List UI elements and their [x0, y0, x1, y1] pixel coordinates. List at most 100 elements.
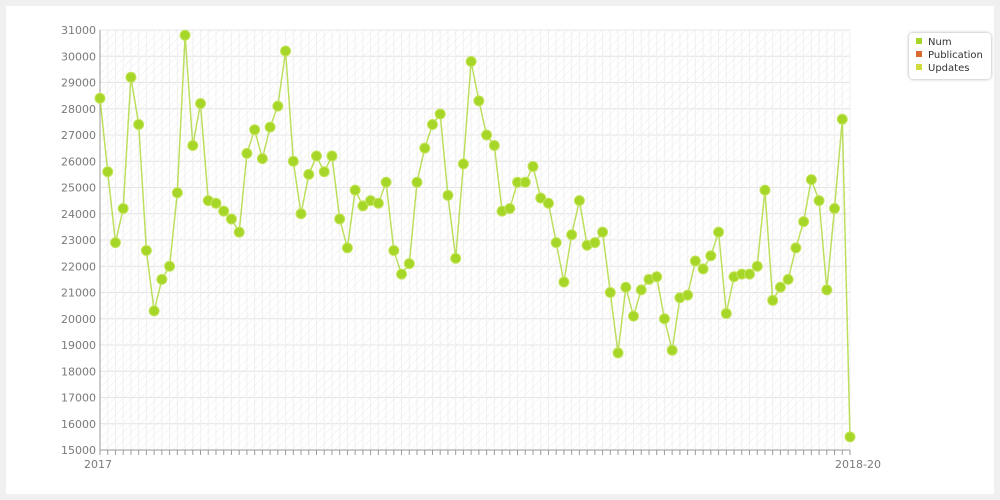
data-point[interactable] — [535, 192, 547, 204]
data-point[interactable] — [666, 344, 678, 356]
data-point[interactable] — [187, 140, 199, 151]
data-point[interactable] — [233, 226, 245, 238]
data-point[interactable] — [303, 168, 315, 180]
data-point[interactable] — [140, 245, 152, 256]
data-point[interactable] — [720, 308, 732, 319]
y-tick-label: 15000 — [61, 444, 96, 457]
data-point[interactable] — [790, 242, 802, 254]
data-point[interactable] — [264, 121, 276, 133]
data-point[interactable] — [573, 195, 585, 207]
data-point[interactable] — [813, 195, 825, 207]
data-point[interactable] — [628, 310, 640, 322]
data-point[interactable] — [651, 271, 663, 283]
data-point[interactable] — [109, 237, 121, 249]
data-point[interactable] — [457, 158, 469, 170]
data-point[interactable] — [519, 176, 531, 188]
data-point[interactable] — [156, 273, 168, 285]
data-point[interactable] — [164, 260, 176, 272]
data-point[interactable] — [558, 276, 570, 288]
y-tick-label: 30000 — [61, 50, 96, 63]
data-point[interactable] — [821, 284, 833, 296]
data-point[interactable] — [442, 189, 454, 201]
data-point[interactable] — [836, 113, 848, 125]
data-point[interactable] — [419, 142, 431, 154]
data-point[interactable] — [473, 95, 485, 107]
data-point[interactable] — [844, 431, 856, 443]
data-point[interactable] — [713, 226, 725, 238]
y-tick-label: 22000 — [61, 260, 96, 273]
data-point[interactable] — [759, 184, 771, 196]
data-point[interactable] — [249, 124, 261, 136]
data-point[interactable] — [256, 153, 268, 165]
data-point[interactable] — [388, 245, 400, 256]
data-point[interactable] — [743, 268, 755, 280]
data-point[interactable] — [751, 260, 763, 272]
data-point[interactable] — [357, 200, 369, 212]
data-point[interactable] — [566, 229, 578, 241]
data-point[interactable] — [805, 174, 817, 186]
data-point[interactable] — [697, 263, 709, 275]
data-point[interactable] — [689, 255, 701, 267]
data-point[interactable] — [179, 29, 191, 41]
data-point[interactable] — [310, 150, 322, 162]
data-point[interactable] — [589, 237, 601, 249]
data-point[interactable] — [411, 176, 423, 188]
x-tick-label-first: 2017 — [84, 458, 112, 471]
y-tick-label: 18000 — [61, 365, 96, 378]
data-point[interactable] — [481, 129, 493, 141]
data-point[interactable] — [349, 184, 361, 196]
data-point[interactable] — [798, 216, 810, 228]
data-point[interactable] — [612, 347, 624, 359]
data-point[interactable] — [102, 166, 114, 178]
data-point[interactable] — [829, 203, 841, 214]
data-point[interactable] — [635, 284, 647, 296]
data-point[interactable] — [620, 281, 632, 293]
data-point[interactable] — [125, 71, 137, 83]
data-point[interactable] — [396, 268, 408, 280]
data-point[interactable] — [341, 242, 353, 254]
legend-item-updates[interactable]: Updates — [916, 63, 969, 75]
data-point[interactable] — [527, 161, 539, 172]
data-point[interactable] — [287, 155, 299, 167]
legend-swatch-num — [916, 38, 922, 44]
data-point[interactable] — [782, 273, 794, 285]
data-point[interactable] — [426, 119, 438, 130]
data-point[interactable] — [326, 150, 338, 162]
data-point[interactable] — [334, 213, 346, 225]
data-point[interactable] — [604, 287, 616, 298]
data-point[interactable] — [705, 250, 717, 262]
data-point[interactable] — [210, 197, 222, 209]
data-point[interactable] — [295, 208, 307, 220]
y-tick-label: 25000 — [61, 182, 96, 195]
data-point[interactable] — [550, 237, 562, 249]
data-point[interactable] — [318, 166, 330, 178]
data-point[interactable] — [218, 205, 230, 217]
data-point[interactable] — [488, 140, 500, 151]
data-point[interactable] — [434, 108, 446, 120]
data-point[interactable] — [148, 305, 160, 317]
data-point[interactable] — [171, 187, 183, 199]
legend-item-num[interactable]: Num — [916, 37, 952, 49]
series-num — [94, 29, 856, 443]
data-point[interactable] — [133, 119, 145, 130]
data-point[interactable] — [597, 226, 609, 238]
data-point[interactable] — [774, 281, 786, 293]
data-point[interactable] — [195, 98, 207, 109]
data-point[interactable] — [658, 313, 670, 325]
data-point[interactable] — [767, 294, 779, 306]
data-point[interactable] — [225, 213, 237, 225]
data-point[interactable] — [403, 258, 415, 270]
data-point[interactable] — [272, 100, 284, 112]
data-point[interactable] — [450, 252, 462, 264]
data-point[interactable] — [504, 203, 516, 214]
data-point[interactable] — [542, 197, 554, 209]
data-point[interactable] — [117, 203, 129, 214]
data-point[interactable] — [682, 289, 694, 301]
legend-item-publication[interactable]: Publication — [916, 50, 983, 62]
data-point[interactable] — [94, 92, 106, 104]
data-point[interactable] — [380, 176, 392, 188]
data-point[interactable] — [241, 147, 253, 159]
data-point[interactable] — [280, 45, 292, 57]
data-point[interactable] — [465, 56, 477, 67]
data-point[interactable] — [372, 197, 384, 209]
